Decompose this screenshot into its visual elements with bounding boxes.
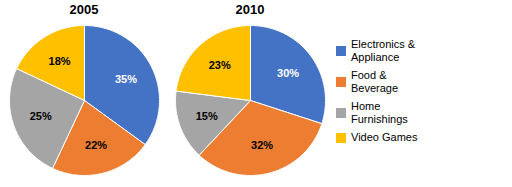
svg-text:22%: 22% xyxy=(85,139,107,151)
html-text:2005: 2005 xyxy=(69,2,99,17)
svg-text:18%: 18% xyxy=(49,55,71,67)
svg-text:32%: 32% xyxy=(251,139,273,151)
svg-text:25%: 25% xyxy=(30,110,52,122)
html-text:2010: 2010 xyxy=(235,2,265,17)
svg-text:30%: 30% xyxy=(277,67,299,79)
svg-text:15%: 15% xyxy=(196,110,218,122)
html-text:Food & Beverage: Food & Beverage xyxy=(351,69,399,94)
svg-text:23%: 23% xyxy=(209,59,231,71)
html-text:Video Games: Video Games xyxy=(351,131,418,143)
svg-text:35%: 35% xyxy=(115,73,137,85)
html-text:Home Furnishings: Home Furnishings xyxy=(351,100,408,125)
html-text:Electronics & Appliance: Electronics & Appliance xyxy=(351,38,416,63)
